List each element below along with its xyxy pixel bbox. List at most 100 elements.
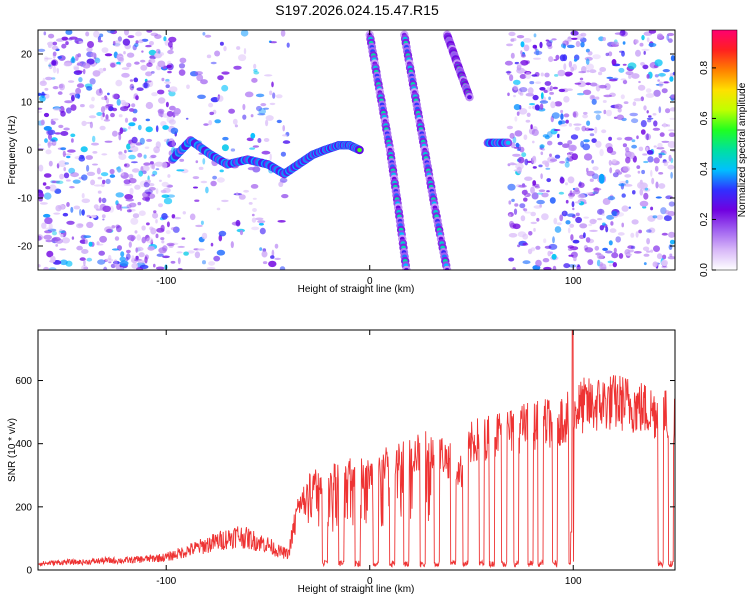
heatmap-speckle (92, 135, 96, 143)
heatmap-speckle (123, 183, 133, 186)
heatmap-speckle (123, 51, 126, 55)
heatmap-speckle (646, 133, 649, 141)
heatmap-speckle (526, 112, 531, 118)
heatmap-speckle (81, 209, 85, 216)
heatmap-speckle (524, 71, 532, 79)
heatmap-speckle (39, 202, 48, 205)
heatmap-speckle (648, 30, 657, 34)
heatmap-speckle (202, 260, 206, 265)
heatmap-speckle (572, 207, 575, 211)
heatmap-speckle (565, 220, 571, 225)
heatmap-speckle (536, 217, 540, 222)
heatmap-speckle (574, 201, 582, 204)
heatmap-speckle (543, 266, 552, 270)
heatmap-speckle (47, 228, 57, 232)
heatmap-speckle (70, 57, 76, 64)
heatmap-speckle (45, 76, 53, 81)
heatmap-speckle (38, 143, 41, 147)
heatmap-speckle (42, 77, 46, 84)
heatmap-speckle (89, 104, 95, 109)
heatmap-speckle (605, 226, 609, 233)
heatmap-speckle (631, 73, 640, 79)
heatmap-speckle (166, 221, 170, 228)
heatmap-speckle (563, 63, 567, 71)
heatmap-speckle (92, 70, 101, 77)
heatmap-speckle (161, 213, 168, 220)
heatmap-speckle (140, 59, 146, 63)
heatmap-speckle (653, 245, 660, 252)
heatmap-speckle (595, 84, 601, 92)
heatmap-speckle (506, 125, 513, 130)
heatmap-speckle (264, 74, 273, 77)
heatmap-speckle (589, 133, 595, 137)
heatmap-speckle (668, 154, 672, 162)
heatmap-speckle (265, 115, 274, 121)
chart-title: S197.2026.024.15.47.R15 (275, 2, 439, 18)
heatmap-speckle (622, 143, 628, 148)
snr-x-axis-label: Height of straight line (km) (298, 584, 415, 595)
heatmap-speckle (98, 250, 105, 256)
heatmap-speckle (663, 215, 672, 222)
heatmap-speckle (512, 223, 521, 230)
heatmap-speckle (269, 102, 276, 106)
heatmap-speckle (554, 101, 563, 107)
heatmap-speckle (668, 132, 675, 137)
heatmap-speckle (58, 84, 64, 89)
heatmap-speckle (635, 231, 639, 238)
colorbar-tick-label: 0.0 (699, 263, 710, 277)
heatmap-speckle (589, 69, 597, 74)
heatmap-speckle (122, 38, 131, 46)
heatmap-speckle (170, 227, 177, 231)
heatmap-speckle (208, 102, 214, 108)
heatmap-speckle (271, 81, 274, 88)
heatmap-speckle (563, 96, 570, 103)
heatmap-speckle (144, 189, 153, 194)
heatmap-speckle (104, 140, 113, 143)
heatmap-speckle (551, 38, 557, 41)
heatmap-speckle (527, 87, 534, 95)
heatmap-speckle (631, 144, 637, 149)
heatmap-speckle (531, 129, 539, 136)
heatmap-speckle (620, 94, 625, 100)
heatmap-speckle (638, 229, 642, 234)
heatmap-speckle (247, 167, 256, 171)
heatmap-speckle (257, 113, 266, 116)
heatmap-speckle (257, 138, 262, 143)
heatmap-speckle (563, 113, 570, 118)
heatmap-speckle (559, 124, 568, 127)
heatmap-speckle (648, 42, 657, 47)
heatmap-speckle (598, 71, 603, 76)
heatmap-speckle (38, 264, 41, 268)
heatmap-speckle (51, 45, 59, 50)
heatmap-speckle (646, 229, 652, 233)
heatmap-speckle (150, 227, 157, 235)
heatmap-speckle (516, 67, 525, 74)
heatmap-speckle (567, 176, 575, 184)
heatmap-speckle (86, 221, 94, 229)
heatmap-speckle (62, 150, 66, 158)
x-tick-label: 100 (565, 276, 582, 287)
heatmap-speckle (662, 254, 667, 260)
heatmap-speckle (58, 124, 64, 129)
heatmap-speckle (42, 182, 47, 186)
heatmap-speckle (219, 169, 224, 173)
heatmap-speckle (38, 110, 43, 113)
heatmap-speckle (232, 118, 238, 125)
heatmap-speckle (128, 122, 136, 127)
heatmap-speckle (661, 88, 668, 94)
heatmap-speckle (523, 197, 528, 202)
heatmap-speckle (94, 57, 101, 64)
heatmap-speckle (110, 62, 116, 68)
heatmap-speckle (563, 263, 571, 269)
heatmap-speckle (611, 252, 619, 259)
y-tick-label: -10 (18, 194, 33, 205)
heatmap-speckle (233, 65, 242, 70)
heatmap-speckle (622, 63, 627, 66)
heatmap-speckle (101, 197, 107, 204)
heatmap-speckle (624, 136, 633, 141)
heatmap-speckle (170, 127, 179, 134)
heatmap-speckle (269, 153, 272, 161)
heatmap-speckle (539, 144, 545, 149)
heatmap-speckle (658, 183, 666, 189)
